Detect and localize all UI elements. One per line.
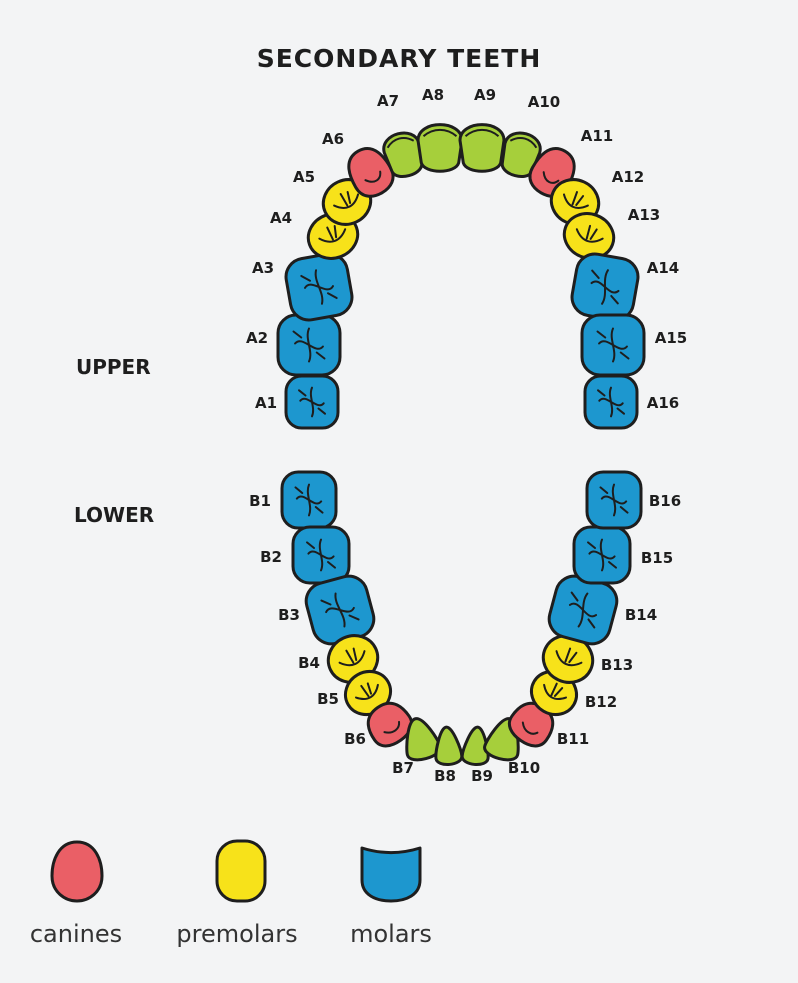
- legend-canines-label: canines: [29, 920, 123, 948]
- tooth-label-b12: B12: [585, 693, 617, 711]
- upper-jaw-label: UPPER: [76, 355, 151, 379]
- tooth-label-b3: B3: [278, 606, 300, 624]
- tooth-a13: [562, 212, 616, 260]
- legend-molars-label: molars: [350, 920, 432, 948]
- tooth-label-b15: B15: [641, 549, 673, 567]
- tooth-label-a6: A6: [322, 130, 344, 148]
- tooth-a3: [284, 252, 354, 322]
- tooth-label-a3: A3: [252, 259, 274, 277]
- tooth-label-a2: A2: [246, 329, 268, 347]
- tooth-label-a9: A9: [474, 86, 496, 104]
- chart-title: SECONDARY TEETH: [256, 44, 542, 73]
- tooth-label-b14: B14: [625, 606, 657, 624]
- tooth-label-a8: A8: [422, 86, 444, 104]
- tooth-label-a16: A16: [647, 394, 679, 412]
- tooth-b2: [291, 525, 351, 585]
- tooth-a15: [580, 313, 646, 377]
- tooth-a9: [458, 123, 506, 173]
- tooth-label-b16: B16: [649, 492, 681, 510]
- tooth-label-a12: A12: [612, 168, 644, 186]
- tooth-label-b4: B4: [298, 654, 320, 672]
- tooth-label-b10: B10: [508, 759, 540, 777]
- tooth-a14: [570, 252, 640, 322]
- tooth-label-b6: B6: [344, 730, 366, 748]
- tooth-b11: [507, 701, 555, 748]
- tooth-a1: [284, 374, 340, 430]
- tooth-label-b13: B13: [601, 656, 633, 674]
- tooth-label-b1: B1: [249, 492, 271, 510]
- legend-premolar-icon: [215, 839, 267, 903]
- tooth-b1: [280, 470, 338, 530]
- tooth-b8: [434, 725, 464, 766]
- tooth-label-a11: A11: [581, 127, 613, 145]
- tooth-b15: [572, 525, 632, 585]
- lower-jaw-label: LOWER: [74, 503, 155, 527]
- tooth-label-a14: A14: [647, 259, 679, 277]
- tooth-b6: [366, 701, 414, 748]
- tooth-b7: [405, 717, 442, 762]
- tooth-label-b2: B2: [260, 548, 282, 566]
- tooth-a2: [276, 313, 342, 377]
- legend-premolars-label: premolars: [176, 920, 298, 948]
- tooth-label-a13: A13: [628, 206, 660, 224]
- tooth-label-a5: A5: [293, 168, 315, 186]
- tooth-label-a7: A7: [377, 92, 399, 110]
- legend-molar-icon: [360, 846, 422, 903]
- legend-canine-icon: [50, 840, 104, 903]
- tooth-label-b5: B5: [317, 690, 339, 708]
- tooth-label-b11: B11: [557, 730, 589, 748]
- tooth-label-b8: B8: [434, 767, 456, 785]
- tooth-a16: [583, 374, 639, 430]
- tooth-label-a10: A10: [528, 93, 560, 111]
- tooth-label-b9: B9: [471, 767, 493, 785]
- tooth-label-a4: A4: [270, 209, 292, 227]
- tooth-b16: [585, 470, 643, 530]
- tooth-a8: [416, 123, 464, 173]
- tooth-label-b7: B7: [392, 759, 414, 777]
- tooth-label-a15: A15: [655, 329, 687, 347]
- tooth-a6: [347, 147, 395, 198]
- tooth-label-a1: A1: [255, 394, 277, 412]
